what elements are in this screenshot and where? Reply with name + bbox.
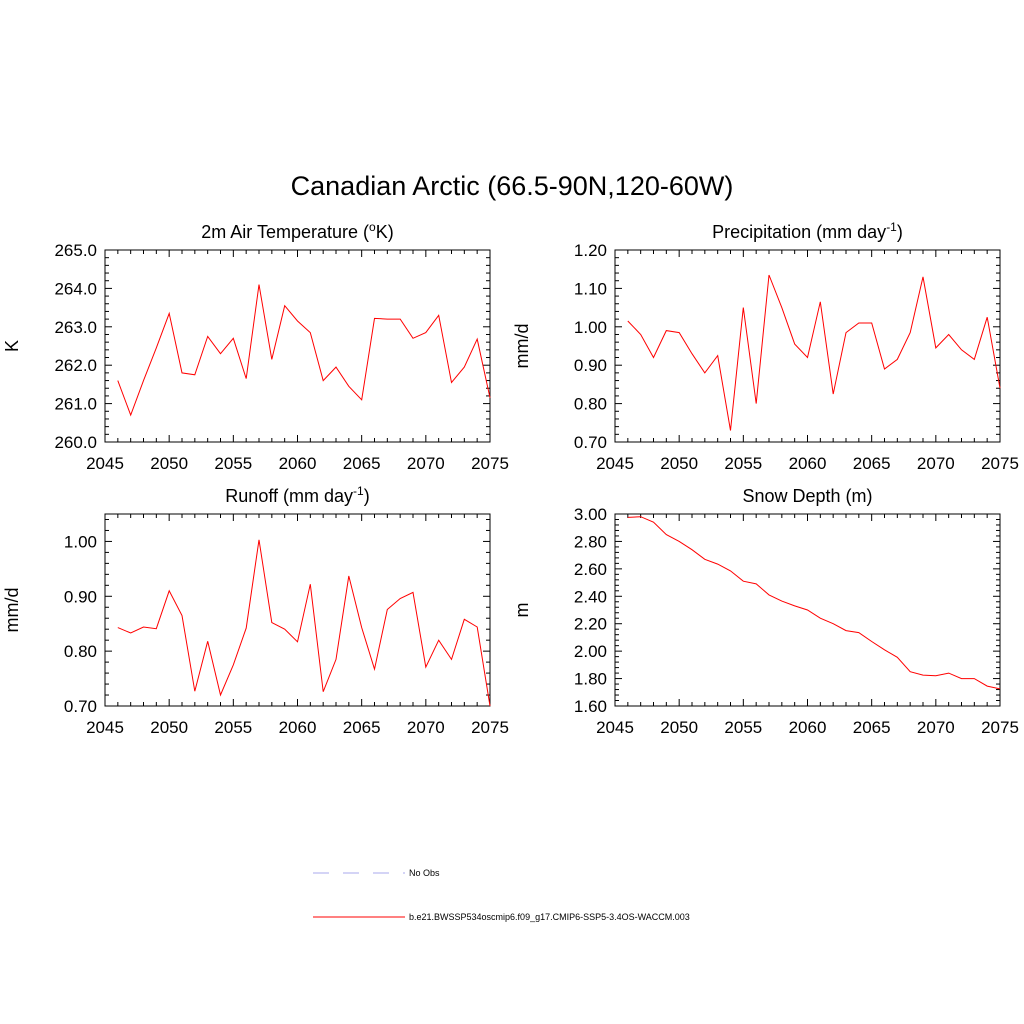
x-tick-label-air-temperature: 2045 (86, 454, 124, 473)
x-tick-label-snow-depth: 2045 (596, 718, 634, 737)
x-tick-label-runoff: 2050 (150, 718, 188, 737)
ylabel-precipitation: mm/d (512, 324, 532, 369)
ylabel-snow-depth: m (512, 603, 532, 618)
x-tick-label-snow-depth: 2060 (789, 718, 827, 737)
y-tick-label-snow-depth: 2.40 (574, 587, 607, 606)
y-tick-label-precipitation: 1.10 (574, 279, 607, 298)
x-tick-label-runoff: 2070 (407, 718, 445, 737)
x-tick-label-runoff: 2055 (214, 718, 252, 737)
x-tick-label-runoff: 2060 (279, 718, 317, 737)
x-tick-label-air-temperature: 2070 (407, 454, 445, 473)
panel-air-temperature: 2m Air Temperature (oK) K 2045 2050 2055 2060… (2, 220, 509, 473)
legend-label-model: b.e21.BWSSP534oscmip6.f09_g17.CMIP6-SSP5… (409, 912, 690, 922)
y-tick-label-air-temperature: 261.0 (54, 395, 97, 414)
x-tick-label-runoff: 2045 (86, 718, 124, 737)
x-tick-label-snow-depth: 2070 (917, 718, 955, 737)
x-tick-label-air-temperature: 2050 (150, 454, 188, 473)
x-tick-label-precipitation: 2050 (660, 454, 698, 473)
x-tick-label-air-temperature: 2060 (279, 454, 317, 473)
y-tick-label-snow-depth: 1.80 (574, 670, 607, 689)
x-tick-label-air-temperature: 2065 (343, 454, 381, 473)
x-tick-label-runoff: 2065 (343, 718, 381, 737)
x-tick-label-precipitation: 2075 (981, 454, 1019, 473)
x-tick-label-precipitation: 2065 (853, 454, 891, 473)
series-line-runoff (117, 539, 491, 707)
y-tick-label-runoff: 0.80 (64, 642, 97, 661)
y-tick-label-runoff: 1.00 (64, 532, 97, 551)
x-tick-label-precipitation: 2045 (596, 454, 634, 473)
x-tick-label-runoff: 2075 (471, 718, 509, 737)
x-tick-label-snow-depth: 2050 (660, 718, 698, 737)
x-tick-label-precipitation: 2060 (789, 454, 827, 473)
y-tick-label-air-temperature: 263.0 (54, 318, 97, 337)
y-tick-label-snow-depth: 2.80 (574, 532, 607, 551)
panel-runoff: Runoff (mm day-1) mm/d 2045 2050 2055 2060 206… (2, 484, 509, 737)
panel-title-runoff: Runoff (mm day-1) (225, 484, 369, 506)
y-tick-label-snow-depth: 3.00 (574, 505, 607, 524)
legend: No Obs b.e21.BWSSP534oscmip6.f09_g17.CMI… (313, 868, 690, 922)
ylabel-air-temperature: K (2, 340, 22, 352)
x-tick-label-precipitation: 2070 (917, 454, 955, 473)
y-tick-label-snow-depth: 2.60 (574, 560, 607, 579)
x-tick-label-snow-depth: 2075 (981, 718, 1019, 737)
y-tick-label-precipitation: 0.90 (574, 356, 607, 375)
y-tick-label-air-temperature: 262.0 (54, 356, 97, 375)
y-tick-label-runoff: 0.70 (64, 697, 97, 716)
y-tick-label-runoff: 0.90 (64, 587, 97, 606)
y-tick-label-snow-depth: 2.20 (574, 615, 607, 634)
plot-frame-precipitation (614, 249, 1001, 443)
y-tick-label-air-temperature: 264.0 (54, 279, 97, 298)
panel-precipitation: Precipitation (mm day-1) mm/d 2045 2050 2055… (512, 220, 1019, 473)
y-tick-label-precipitation: 1.00 (574, 318, 607, 337)
x-tick-label-precipitation: 2055 (724, 454, 762, 473)
figure-title: Canadian Arctic (66.5-90N,120-60W) (291, 171, 734, 201)
legend-label-no-obs: No Obs (409, 868, 440, 878)
series-line-air-temperature (117, 284, 491, 417)
y-tick-label-snow-depth: 1.60 (574, 697, 607, 716)
y-tick-label-air-temperature: 265.0 (54, 241, 97, 260)
y-tick-label-precipitation: 0.70 (574, 433, 607, 452)
x-tick-label-snow-depth: 2055 (724, 718, 762, 737)
panel-title-air-temperature: 2m Air Temperature (oK) (201, 220, 393, 242)
series-line-precipitation (627, 274, 1001, 431)
panel-snow-depth: Snow Depth (m) m 2045 2050 2055 2060 2065 2070 2… (512, 486, 1019, 737)
plot-frame-air-temperature (104, 249, 491, 443)
y-tick-label-air-temperature: 260.0 (54, 433, 97, 452)
ylabel-runoff: mm/d (2, 588, 22, 633)
x-tick-label-air-temperature: 2055 (214, 454, 252, 473)
y-tick-label-precipitation: 1.20 (574, 241, 607, 260)
x-tick-label-air-temperature: 2075 (471, 454, 509, 473)
y-tick-label-snow-depth: 2.00 (574, 642, 607, 661)
x-tick-label-snow-depth: 2065 (853, 718, 891, 737)
y-tick-label-precipitation: 0.80 (574, 395, 607, 414)
panel-title-snow-depth: Snow Depth (m) (742, 486, 872, 506)
panel-title-precipitation: Precipitation (mm day-1) (712, 220, 903, 242)
series-line-snow-depth (627, 516, 1001, 690)
